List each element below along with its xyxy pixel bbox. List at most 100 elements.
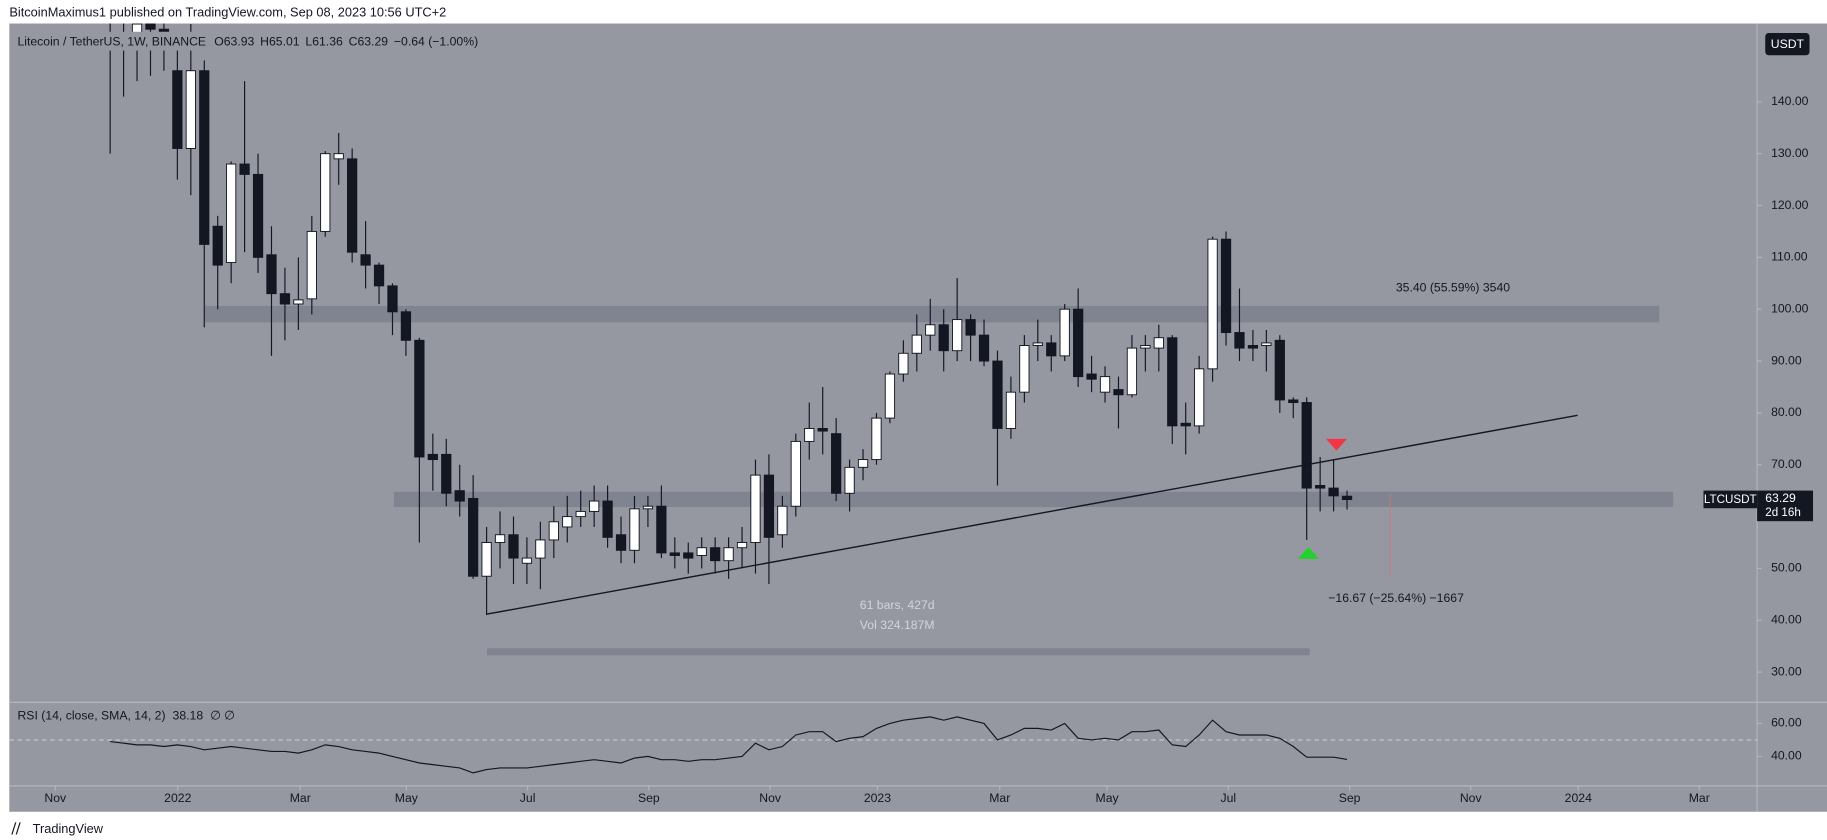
y-tick-label: 50.00 [1771, 561, 1802, 575]
candle-body [1099, 376, 1111, 393]
footer-logo: ⧸⧸ [11, 821, 21, 836]
candle-body [1220, 238, 1232, 334]
rsi-tick-label: 40.00 [1771, 749, 1802, 763]
candle-body [172, 70, 183, 149]
candle-body [185, 70, 196, 149]
candle-body [978, 334, 990, 362]
ohlc-value: 61.36 [312, 35, 343, 49]
y-tick-label: 110.00 [1771, 250, 1808, 264]
y-tick-label: 120.00 [1771, 198, 1809, 212]
candle-body [1194, 368, 1205, 427]
candle-body [1113, 389, 1124, 396]
candle-body [871, 417, 882, 461]
x-tick-label: Nov [759, 791, 782, 805]
currency-button[interactable] [1765, 32, 1810, 56]
candle-body [373, 264, 385, 287]
zones [205, 305, 1674, 656]
measure-down: −16.67 (−25.64%) −1667 [1328, 591, 1464, 605]
resistance-zone [205, 305, 1660, 323]
candle-body [1019, 345, 1030, 393]
x-tick-label: May [395, 791, 419, 805]
rsi-tick-label: 60.00 [1771, 716, 1802, 730]
rsi-line [110, 716, 1348, 774]
range-bar [487, 648, 1310, 656]
x-tick-label: Jul [520, 791, 536, 805]
candle-body [602, 500, 613, 538]
x-tick-label: Mar [290, 791, 311, 805]
rsi-title: RSI (14, close, SMA, 14, 2) [17, 709, 165, 723]
x-tick-label: May [1096, 791, 1120, 805]
x-tick-label: 2022 [164, 791, 191, 805]
candle-body [427, 453, 438, 461]
x-tick-label: Sep [638, 791, 660, 805]
candle-body [750, 474, 761, 543]
candle-body [481, 542, 492, 577]
candle-body [1315, 485, 1326, 489]
footer: TradingView [33, 821, 104, 836]
rsi-legend: RSI (14, close, SMA, 14, 2) 38.18 ∅ ∅ [17, 709, 234, 723]
candle-body [736, 542, 748, 549]
volume: Vol 324.187M [860, 618, 935, 632]
candle-body [1247, 345, 1259, 349]
trendline [486, 414, 1578, 615]
bars-count: 61 bars, 427d [860, 598, 935, 612]
candle-body [252, 173, 264, 258]
candle-body [212, 225, 223, 266]
candles [109, 23, 1353, 616]
x-tick-label: Sep [1339, 791, 1361, 805]
candle-body [992, 360, 1003, 429]
candle-body [226, 163, 237, 264]
y-tick-label: 70.00 [1771, 457, 1802, 471]
ohlc-key: O [214, 35, 224, 49]
candle-body [817, 427, 828, 432]
candle-body [468, 497, 479, 577]
support-zone [393, 491, 1674, 508]
candle-body [333, 153, 344, 160]
candle-body [145, 23, 156, 30]
candle-body [1288, 399, 1299, 404]
candle-body [1274, 339, 1285, 401]
y-tick-label: 140.00 [1771, 94, 1809, 108]
candle-body [1005, 391, 1017, 429]
candle-body [548, 521, 559, 541]
candle-body [965, 319, 976, 336]
symbol-title: Litecoin / TetherUS, 1W, BINANCE [17, 35, 206, 49]
candle-body [656, 505, 667, 554]
candle-body [790, 440, 801, 507]
currency[interactable]: USDT [1771, 37, 1805, 51]
candle-body [199, 70, 210, 245]
candle-body [925, 324, 936, 336]
candle-body [441, 453, 452, 494]
countdown: 2d 16h [1765, 506, 1801, 519]
candle-body [1140, 345, 1151, 349]
candle-body [1301, 402, 1312, 489]
candle-body [1234, 332, 1245, 349]
rsi-value: 38.18 [173, 709, 204, 723]
green-arrow [1298, 547, 1319, 559]
y-tick-label: 100.00 [1771, 301, 1809, 315]
candle-body [535, 539, 546, 559]
ohlc-value: 65.01 [269, 35, 300, 49]
x-tick-label: 2024 [1565, 791, 1592, 805]
candle-body [777, 505, 788, 536]
drawings: 35.40 (55.59%) 3540 −16.67 (−25.64%) −16… [486, 280, 1578, 632]
candle-body [911, 334, 922, 354]
candle-body [1180, 422, 1191, 427]
candle-body [575, 510, 586, 518]
ohlc-change: −0.64 (−1.00%) [394, 35, 478, 49]
candle-body [857, 459, 869, 468]
rsi-pane [110, 716, 1348, 774]
last-price: 63.29 [1765, 491, 1796, 505]
candle-body [952, 319, 963, 352]
ohlc-key: L [305, 35, 312, 49]
y-tick-label: 40.00 [1771, 613, 1802, 627]
candle-body [696, 547, 707, 556]
candle-body [804, 427, 815, 442]
candle-body [400, 311, 412, 341]
y-tick-label: 90.00 [1771, 353, 1802, 367]
candle-body [1153, 337, 1164, 349]
candle-body [615, 534, 627, 551]
ohlc-value: 63.93 [224, 35, 255, 49]
candle-body [1167, 337, 1178, 427]
